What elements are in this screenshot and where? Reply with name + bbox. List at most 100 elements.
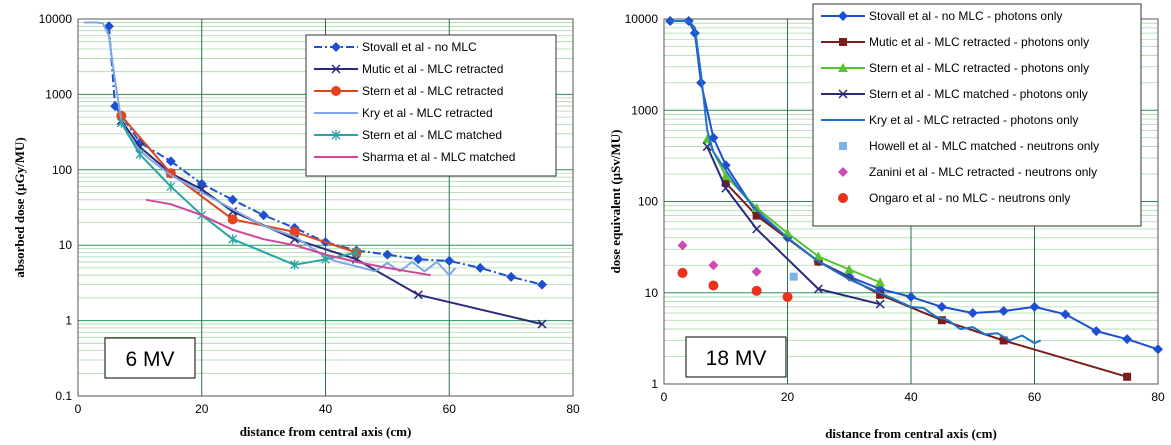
chart-2-data-point	[720, 171, 731, 181]
chart-1-data-point	[289, 226, 300, 237]
chart-2-data-point	[875, 277, 886, 287]
chart-1-series-line	[84, 21, 457, 277]
chart-2-y-tick-label: 10	[645, 286, 659, 300]
chart-1-y-tick-label: 10	[59, 238, 73, 252]
chart-2-data-point	[708, 260, 719, 271]
chart-2-legend-box	[812, 3, 1142, 227]
chart-2-x-tick-label: 20	[781, 390, 795, 404]
chart-1-data-point	[537, 319, 547, 329]
chart-1-data-point	[228, 234, 238, 245]
chart-1-legend-marker	[331, 86, 341, 96]
chart-2-series-4	[702, 142, 885, 309]
chart-2-legend-marker	[838, 63, 848, 72]
chart-2-y-tick-label: 1000	[631, 103, 658, 117]
chart-2-x-tick-label: 80	[1151, 390, 1165, 404]
chart-2-data-point	[751, 202, 762, 212]
chart-1-y-tick-label: 1000	[45, 87, 72, 101]
chart-2-data-point	[998, 306, 1009, 317]
chart-1-data-point	[413, 254, 424, 265]
chart-2-data-point	[876, 290, 885, 299]
chart-1-series-line	[120, 122, 357, 266]
chart-1-data-point	[382, 249, 393, 260]
chart-1-energy-label: 6 MV	[125, 348, 174, 371]
chart-2-data-point	[782, 291, 793, 302]
chart-1-data-point	[227, 194, 238, 205]
chart-2-energy-box	[685, 336, 787, 378]
chart-2-x-tick-label: 60	[1028, 390, 1042, 404]
chart-2-legend-entry: Kry et al - MLC retracted - photons only	[869, 113, 1078, 127]
chart-1-data-point	[110, 101, 121, 112]
chart-1-legend-entry: Sharma et al - MLC matched	[362, 150, 515, 164]
chart-2-legend-marker	[839, 142, 847, 150]
chart-2-data-point	[1153, 344, 1163, 355]
chart-2-data-point	[789, 272, 798, 281]
chart-2-data-point	[813, 251, 824, 261]
chart-2-series-line	[670, 20, 1042, 345]
chart-2-y-axis-label: dose equivalent (µSv/MU)	[608, 130, 623, 274]
chart-2-legend-entry: Stern et al - MLC matched - photons only	[869, 87, 1088, 101]
chart-1-series-6	[145, 198, 431, 277]
chart-1-y-tick-label: 0.1	[55, 389, 72, 403]
chart-1-x-tick-label: 40	[319, 402, 333, 416]
chart-1-data-point	[444, 255, 455, 266]
chart-2-data-point	[937, 316, 946, 325]
chart-1-data-point	[166, 181, 176, 192]
chart-2-data-point	[906, 291, 916, 302]
chart-1-series-4	[84, 21, 457, 277]
chart-2-legend-entry: Stovall et al - no MLC - photons only	[869, 9, 1062, 23]
chart-1-legend-entry: Stern et al - MLC matched	[362, 128, 502, 142]
chart-1-plot-frame	[77, 18, 574, 397]
chart-2-data-point	[813, 284, 823, 294]
chart-1-data-point	[506, 271, 517, 282]
chart-2-data-point	[751, 266, 762, 277]
chart-1-data-point	[475, 262, 486, 273]
chart-2-data-point	[677, 240, 688, 251]
chart-1-x-tick-label: 20	[195, 402, 209, 416]
chart-1-legend-entry: Stovall et al - no MLC	[362, 40, 477, 54]
chart-2-legend-entry: Mutic et al - MLC retracted - photons on…	[869, 35, 1089, 49]
chart-1-legend-entry: Mutic et al - MLC retracted	[362, 62, 503, 76]
chart-2-legend: Stovall et al - no MLC - photons only Mut…	[812, 3, 1142, 227]
chart-1-data-point	[227, 214, 238, 225]
chart-1-panel: 0.1 1 10 100 1000 10000 0 20 40 60 80 distance from…	[12, 12, 580, 439]
chart-2-series-6	[789, 272, 798, 281]
chart-1-data-point	[135, 149, 145, 160]
chart-2-data-point	[875, 299, 885, 309]
chart-1-legend-marker	[331, 42, 341, 52]
chart-2-data-point	[967, 307, 978, 318]
chart-1-legend-box	[305, 34, 557, 177]
chart-1-y-tick-label: 100	[52, 163, 72, 177]
chart-1-data-point	[116, 117, 126, 128]
chart-1-legend-entry: Kry et al - MLC retracted	[362, 106, 493, 120]
chart-1-data-point	[351, 247, 361, 258]
chart-2-data-point	[752, 224, 762, 234]
chart-2-legend-marker	[838, 11, 848, 21]
chart-2-panel: 1 10 100 1000 10000 0 20 40 60 80 distance from ce…	[608, 3, 1165, 441]
chart-2-legend-marker	[838, 193, 848, 203]
chart-1-y-tick-label: 10000	[39, 12, 73, 26]
chart-2-x-tick-label: 40	[904, 390, 918, 404]
chart-2-legend-marker	[839, 38, 847, 46]
chart-2-legend-entry: Howell et al - MLC matched - neutrons on…	[869, 139, 1099, 153]
chart-2-data-point	[721, 183, 731, 193]
chart-1-data-point	[413, 290, 423, 300]
chart-1-x-tick-label: 80	[566, 402, 580, 416]
chart-2-series-8	[677, 267, 793, 302]
chart-2-data-point	[702, 142, 712, 152]
chart-2-data-point	[999, 336, 1008, 345]
chart-1-data-point	[321, 254, 330, 265]
chart-2-legend-marker	[838, 167, 848, 177]
chart-1-y-axis-label: absorbed dose (µGy/MU)	[12, 137, 27, 277]
chart-2-x-tick-label: 0	[661, 390, 668, 404]
chart-2-legend-entry: Zanini et al - MLC retracted - neutrons …	[869, 165, 1097, 179]
chart-2-legend-marker	[838, 89, 848, 99]
chart-2-data-point	[752, 211, 761, 220]
chart-1-data-point	[537, 279, 548, 290]
chart-1-legend: Stovall et al - no MLC Mutic et al - MLC …	[305, 34, 557, 177]
chart-1-legend-marker	[331, 130, 341, 140]
chart-2-data-point	[1060, 309, 1071, 320]
chart-1-series-line	[145, 198, 431, 277]
chart-1-data-point	[165, 156, 176, 167]
chart-2-data-point	[1122, 334, 1133, 345]
